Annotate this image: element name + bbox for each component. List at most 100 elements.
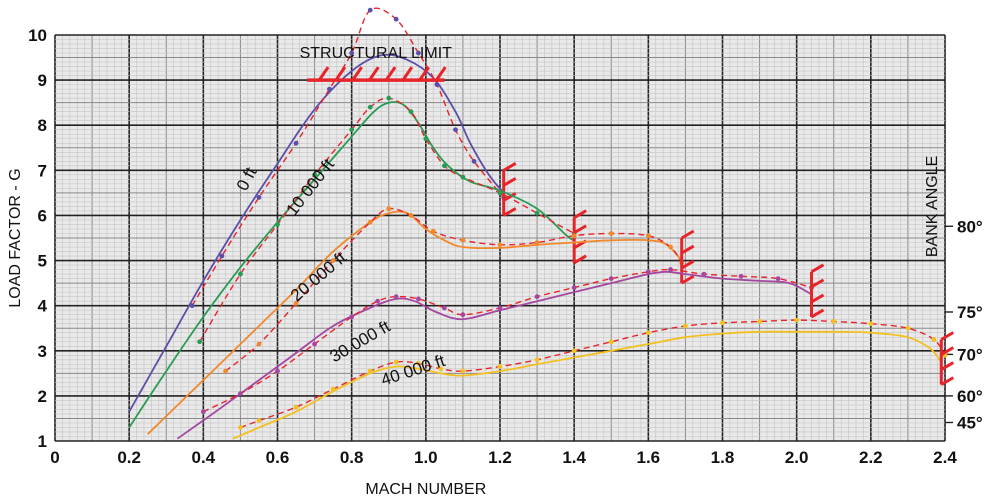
data-point [497, 242, 503, 248]
x-tick-label: 0.8 [340, 448, 364, 467]
x-tick-label: 2.4 [933, 448, 957, 467]
x-tick-label: 1.2 [488, 448, 512, 467]
limit-hatch [810, 278, 825, 289]
limit-hatch [502, 192, 517, 202]
limit-hatch [573, 254, 587, 265]
y-tick-label: 7 [38, 161, 47, 180]
x-tick-label: 1.8 [711, 448, 735, 467]
structural-limit-hatch [334, 66, 347, 81]
structural-limit-hatch [368, 66, 380, 81]
data-point [438, 366, 444, 372]
data-point [645, 233, 651, 239]
data-point [668, 267, 673, 272]
data-point [868, 321, 874, 327]
data-point [367, 104, 373, 110]
data-point [608, 276, 614, 281]
x-tick-label: 0.2 [117, 448, 141, 467]
limit-hatch [810, 293, 825, 304]
y-tick-label: 2 [38, 387, 47, 406]
data-point [434, 82, 440, 88]
series-2 [147, 206, 695, 435]
structural-limit-hatch [435, 66, 447, 81]
data-point [571, 285, 577, 291]
data-point [441, 305, 447, 311]
series-line-solid [232, 330, 943, 440]
y-axis-label: LOAD FACTOR - G [7, 168, 24, 307]
data-point [219, 253, 225, 259]
data-point [349, 314, 355, 320]
x-tick-label: 1.0 [414, 448, 438, 467]
data-point [460, 368, 466, 374]
series-line-solid [128, 53, 505, 413]
data-point [367, 7, 373, 13]
data-point [534, 357, 540, 363]
structural-limit-hatch [351, 66, 363, 81]
right-tick-label: 45° [957, 414, 983, 433]
data-point [831, 319, 837, 324]
x-tick-label: 1.6 [637, 448, 661, 467]
limit-hatch [502, 162, 517, 172]
data-point [416, 50, 421, 56]
data-point [534, 240, 540, 245]
series-0 [128, 7, 517, 413]
data-point [256, 341, 262, 347]
data-point [197, 339, 203, 345]
data-point [200, 409, 206, 415]
x-tick-label: 0.6 [266, 448, 290, 467]
data-point [423, 136, 429, 142]
data-point [757, 319, 762, 324]
limit-hatch [573, 209, 587, 219]
data-point [312, 341, 317, 347]
right-tick-label: 75° [957, 303, 983, 322]
limit-hatch [573, 224, 587, 235]
data-point [386, 206, 392, 212]
data-point [375, 298, 381, 304]
data-point [460, 312, 466, 318]
data-point [534, 210, 540, 216]
x-tick-label: 0 [50, 448, 59, 467]
data-point [701, 271, 707, 277]
data-point [189, 303, 195, 309]
y-tick-label: 8 [38, 116, 47, 135]
data-point [775, 276, 781, 281]
x-tick-label: 2.0 [785, 448, 809, 467]
data-point [408, 213, 414, 218]
data-point [497, 364, 503, 369]
data-point [453, 127, 458, 133]
data-point [327, 86, 332, 92]
data-point [645, 330, 651, 336]
data-point [238, 425, 243, 430]
y-tick-label: 4 [38, 297, 48, 316]
structural-limit-hatch [384, 66, 397, 81]
series-3 [176, 263, 825, 440]
data-point [367, 219, 373, 225]
data-point [330, 386, 336, 392]
structural-limit-label: STRUCTURAL LIMIT [300, 45, 453, 62]
data-point [416, 296, 421, 302]
limit-hatch [680, 229, 695, 240]
series-line-dashed [202, 268, 812, 413]
data-point [367, 368, 373, 374]
structural-limit-hatch [401, 66, 414, 81]
series-1 [128, 95, 587, 428]
limit-hatch [940, 361, 955, 371]
data-point [430, 228, 436, 234]
limit-hatch [680, 274, 695, 285]
limit-hatch [680, 259, 695, 270]
limit-hatch [940, 346, 955, 356]
data-point [275, 222, 280, 227]
data-point [293, 140, 299, 146]
data-point [905, 325, 911, 331]
data-point [608, 231, 614, 236]
data-point [256, 418, 262, 424]
data-point [571, 348, 577, 354]
y-tick-label: 5 [38, 252, 47, 271]
limit-hatch [940, 331, 955, 341]
data-point [393, 16, 399, 22]
data-point [349, 127, 355, 133]
data-point [668, 244, 673, 250]
right-axis-label: BANK ANGLE [924, 156, 941, 257]
limit-hatch [810, 263, 825, 274]
series-layer [128, 7, 955, 440]
